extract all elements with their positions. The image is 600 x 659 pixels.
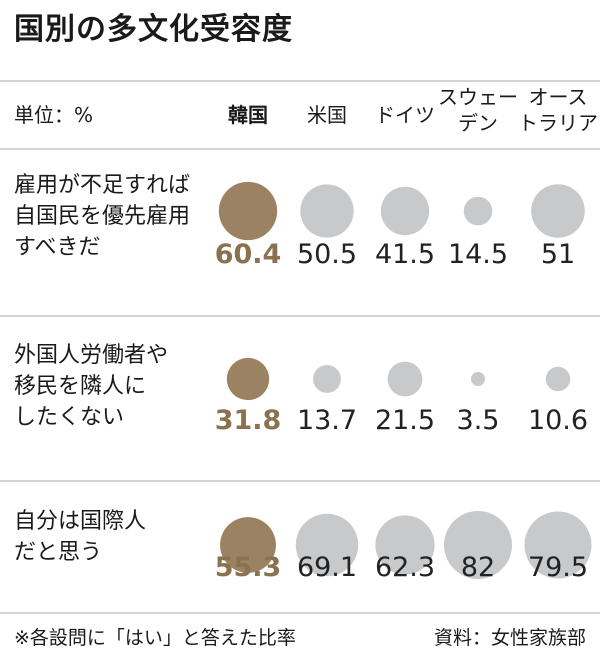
value-label-r1-c5: 51 (540, 239, 576, 270)
bubble-r1-c5 (531, 184, 585, 238)
bubble-r2-c5 (545, 366, 571, 392)
bubble-r2-c4 (470, 371, 486, 387)
value-label-r3-c3: 62.3 (374, 552, 436, 583)
country-header-1: 韓国 (228, 103, 268, 127)
question-label-1: 雇用が不足すれば 自国民を優先雇用 すべきだ (14, 173, 191, 260)
country-header-4: スウェー デン (438, 85, 518, 135)
country-header-2: 米国 (307, 103, 347, 127)
chart-title: 国別の多文化受容度 (14, 12, 293, 47)
country-header-3: ドイツ (375, 103, 435, 127)
bubble-r1-c2 (300, 184, 354, 238)
value-label-r1-c2: 50.5 (296, 239, 358, 270)
bubble-r3-c3 (375, 515, 435, 575)
bubble-r2-c3 (387, 361, 423, 397)
bubble-r1-c4 (463, 196, 493, 226)
value-label-r2-c5: 10.6 (527, 405, 589, 436)
bubble-r1-c3 (380, 186, 430, 236)
value-label-r3-c5: 79.5 (527, 552, 589, 583)
bubble-r3-c2 (295, 513, 359, 577)
source-note: 資料：女性家族部 (433, 627, 586, 649)
bubble-r2-c1 (226, 357, 270, 401)
divider-line (0, 315, 600, 317)
value-label-r2-c2: 13.7 (296, 405, 358, 436)
divider-line (0, 148, 600, 150)
value-label-r1-c4: 14.5 (447, 239, 509, 270)
unit-label: 単位：% (14, 103, 94, 127)
value-label-r3-c1: 55.3 (214, 552, 282, 583)
value-label-r1-c1: 60.4 (214, 239, 282, 270)
bubble-r1-c1 (218, 181, 278, 241)
value-label-r1-c3: 41.5 (374, 239, 436, 270)
question-label-3: 自分は国際人 だと思う (14, 509, 147, 565)
footnote: ※各設問に「はい」と答えた比率 (14, 627, 296, 649)
value-label-r2-c1: 31.8 (214, 405, 282, 436)
question-label-2: 外国人労働者や 移民を隣人に したくない (14, 343, 169, 430)
divider-line (0, 480, 600, 482)
bubble-r3-c4 (444, 511, 512, 579)
bubble-r2-c2 (313, 365, 341, 393)
country-header-5: オース トラリア (518, 85, 598, 135)
divider-line (0, 612, 600, 614)
value-label-r3-c2: 69.1 (296, 552, 358, 583)
value-label-r2-c3: 21.5 (374, 405, 436, 436)
divider-line (0, 80, 600, 82)
value-label-r2-c4: 3.5 (456, 405, 500, 436)
value-label-r3-c4: 82 (460, 552, 496, 583)
bubble-r3-c1 (220, 517, 276, 573)
bubble-r3-c5 (524, 511, 592, 579)
